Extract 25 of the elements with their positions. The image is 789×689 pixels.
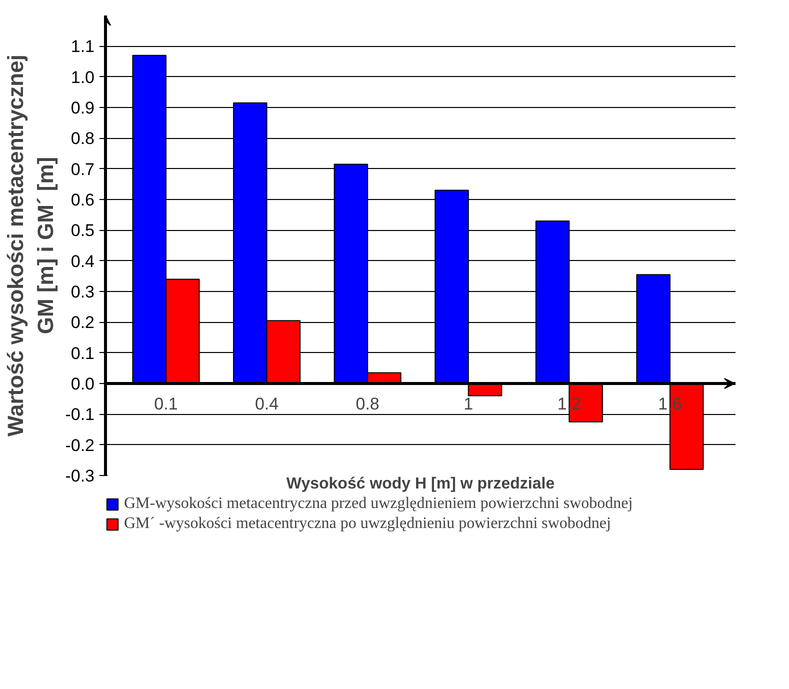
y-tick-label: 0.0 xyxy=(70,374,95,394)
y-tick-label: -0.3 xyxy=(65,466,95,486)
y-tick-label: 0.2 xyxy=(70,313,95,332)
y-tick-label: 0.7 xyxy=(70,160,95,179)
y-tick-label: 0.6 xyxy=(70,190,95,210)
y-tick-label: 1.1 xyxy=(70,37,95,56)
y-tick-label: 0.5 xyxy=(70,221,95,240)
y-tick-label: 0.8 xyxy=(70,129,95,148)
y-tick-label: 0.3 xyxy=(70,282,95,302)
y-tick-label: 0.4 xyxy=(70,252,95,271)
y-tick-label: -0.1 xyxy=(65,405,95,424)
x-tick-label: 1 xyxy=(464,394,474,414)
y-tick-label: -0.2 xyxy=(65,436,95,455)
x-tick-label: 1.6 xyxy=(658,394,682,414)
y-axis-title: Wartość wysokości metacentrycznej GM [m] i GM´ [m] xyxy=(3,54,58,436)
y-tick-label: 1.0 xyxy=(70,68,95,87)
x-axis-title: Wysokość wody H [m] w przedziale xyxy=(286,476,555,492)
y-tick-label: 0.9 xyxy=(70,98,95,118)
y-tick-label: 0.1 xyxy=(70,344,95,363)
legend-label: GM-wysokości metacentryczna przed uwzględnieniem powierzchni swobodnej xyxy=(124,495,633,513)
x-tick-label: 1.2 xyxy=(557,394,582,414)
x-tick-label: 0.1 xyxy=(154,394,178,414)
x-tick-label: 0.4 xyxy=(254,394,279,414)
legend-label: GM´ -wysokości metacentryczna po uwzględnieniu powierzchni swobodnej xyxy=(124,515,611,533)
x-tick-label: 0.8 xyxy=(356,394,380,414)
